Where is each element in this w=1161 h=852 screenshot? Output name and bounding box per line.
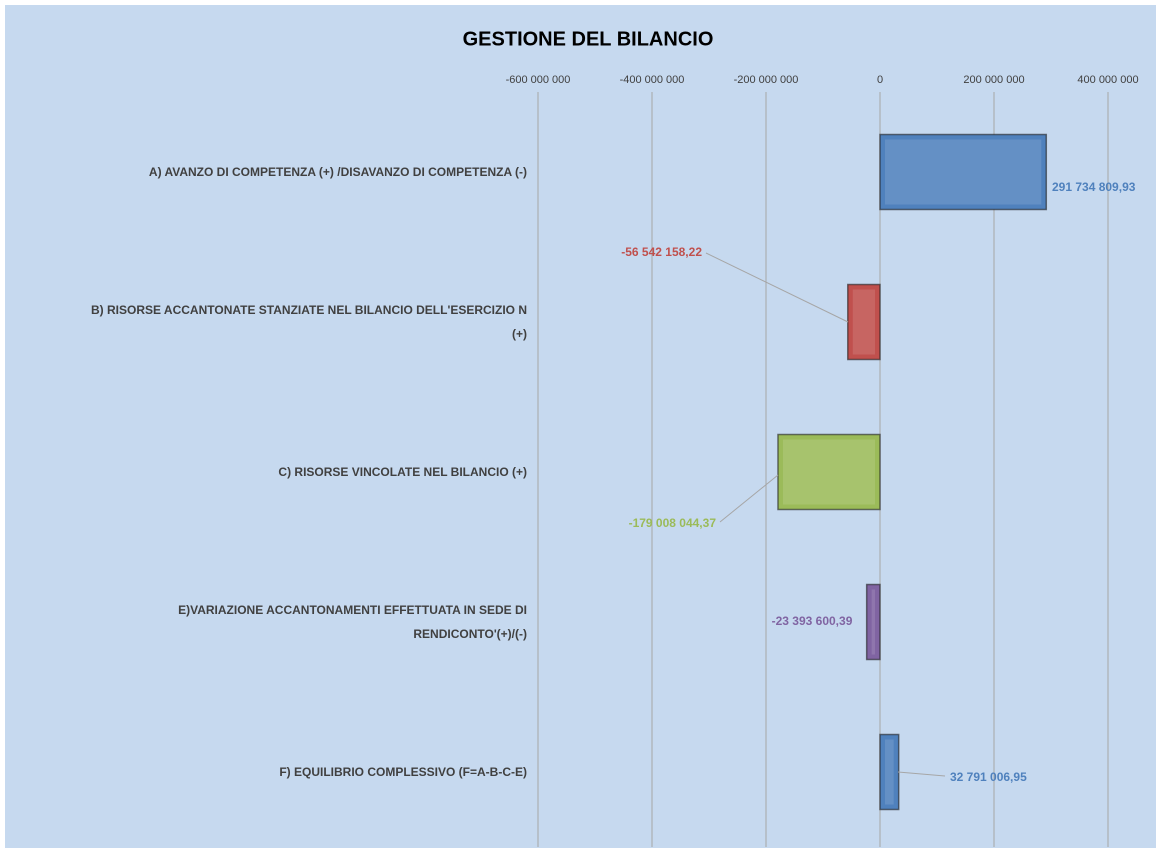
y-tick-label: B) RISORSE ACCANTONATE STANZIATE NEL BIL… — [91, 303, 527, 341]
x-tick-label: -400 000 000 — [620, 74, 685, 86]
bar-highlight — [885, 139, 1042, 205]
data-label: 32 791 006,95 — [950, 770, 1027, 784]
leader-line — [705, 252, 849, 323]
x-tick-label: -600 000 000 — [506, 74, 571, 86]
y-tick-label: A) AVANZO DI COMPETENZA (+) /DISAVANZO D… — [148, 165, 527, 179]
bar — [777, 433, 881, 511]
x-tick-label: 200 000 000 — [963, 74, 1024, 86]
bar-highlight — [852, 289, 875, 355]
data-label: 291 734 809,93 — [1052, 180, 1136, 194]
bar — [865, 583, 881, 661]
y-tick-label: F) EQUILIBRIO COMPLESSIVO (F=A-B-C-E) — [279, 765, 527, 779]
x-tick-label: 400 000 000 — [1077, 74, 1138, 86]
y-tick-label: C) RISORSE VINCOLATE NEL BILANCIO (+) — [278, 465, 527, 479]
x-tick-label: 0 — [877, 74, 883, 86]
bar-highlight — [782, 439, 875, 505]
bar — [879, 133, 1048, 211]
bar-highlight — [885, 739, 894, 805]
bar-highlight — [871, 589, 875, 655]
y-tick-label: E)VARIAZIONE ACCANTONAMENTI EFFETTUATA I… — [178, 603, 527, 641]
data-label: -179 008 044,37 — [629, 516, 717, 530]
leader-line — [719, 474, 779, 523]
chart-title: GESTIONE DEL BILANCIO — [463, 28, 714, 50]
data-label: -23 393 600,39 — [772, 614, 853, 628]
data-label: -56 542 158,22 — [621, 245, 702, 259]
chart-background — [5, 5, 1156, 848]
x-tick-label: -200 000 000 — [734, 74, 799, 86]
leader-line — [897, 771, 946, 777]
